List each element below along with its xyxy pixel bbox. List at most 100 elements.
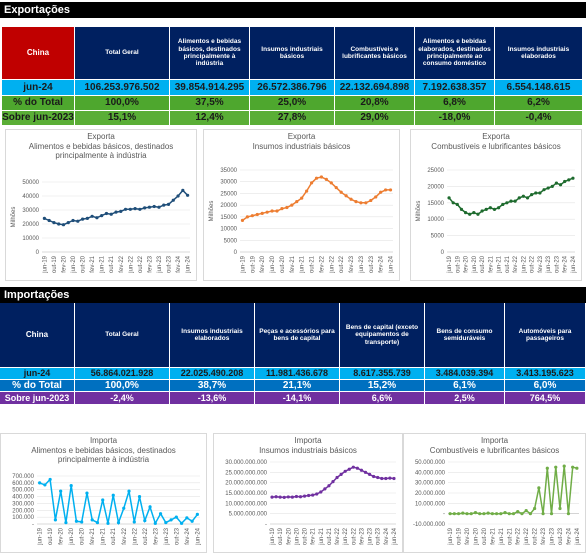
x-tick-label: fev-20	[286, 527, 292, 544]
marker	[270, 209, 274, 213]
marker	[380, 476, 384, 481]
marker	[364, 201, 368, 205]
marker	[157, 205, 161, 209]
marker	[298, 495, 303, 499]
chart-subtitle: Insumos industriais básicos	[259, 445, 357, 455]
marker	[95, 216, 99, 220]
marker	[152, 204, 156, 209]
x-tick-label: out-20	[482, 527, 488, 545]
marker	[480, 209, 484, 213]
x-tick-label: out-20	[303, 527, 309, 545]
marker	[274, 495, 278, 499]
y-tick-label: 15000	[427, 201, 444, 207]
line	[448, 177, 574, 216]
header-cell: Bens de consumo semiduráveis	[425, 303, 505, 368]
marker	[245, 215, 250, 219]
x-tick-label: out-21	[310, 255, 316, 273]
marker	[558, 506, 562, 511]
y-tick-label: 5000	[431, 234, 445, 240]
x-tick-label: out-19	[52, 255, 58, 273]
table-cell: 7.192.638.357	[415, 80, 495, 96]
marker	[575, 466, 579, 470]
marker	[448, 512, 452, 516]
marker	[550, 184, 554, 188]
header-cell: Peças e acessórios para bens de capital	[255, 303, 340, 368]
marker	[171, 198, 175, 202]
marker	[314, 176, 319, 180]
x-tick-label: fev-21	[290, 255, 296, 272]
marker	[374, 195, 378, 199]
marker	[260, 211, 264, 215]
table-cell: 106.253.976.502	[75, 80, 170, 96]
y-tick-label: 300.000	[12, 501, 34, 507]
marker	[319, 175, 324, 179]
table-cell: 6,1%	[425, 380, 505, 392]
x-tick-label: out-23	[554, 255, 560, 273]
marker	[530, 193, 534, 197]
x-tick-label: jun-24	[389, 255, 395, 273]
header-cell: Alimentos e bebidas elaborados, destinad…	[415, 27, 495, 80]
y-tick-label: 30000	[22, 208, 39, 214]
header-cell: Insumos industriais elaborados	[495, 27, 583, 80]
marker	[300, 196, 304, 200]
chart-header: Exporta Combustíveis e lubrificantes bási…	[411, 130, 581, 166]
chart-panel: Exporta Combustíveis e lubrificantes bási…	[410, 129, 582, 281]
marker	[295, 200, 299, 204]
x-tick-label: fev-20	[59, 527, 65, 544]
table-cell: 8.617.355.739	[340, 368, 425, 380]
header-cell: China	[0, 303, 75, 368]
chart-header: Importa Alimentos e bebidas básicos, dest…	[1, 434, 206, 472]
chart: - 5.000.000.000 10.000.000.000 15.000.000.0…	[225, 460, 398, 546]
marker	[166, 202, 171, 206]
marker	[484, 207, 488, 211]
chart: -100.000200.000300.000400.000500.000600.…	[12, 474, 201, 546]
marker	[116, 521, 121, 525]
marker	[186, 193, 190, 197]
marker	[280, 207, 284, 211]
x-tick-label: jun-19	[42, 255, 48, 273]
marker	[143, 206, 147, 210]
marker	[137, 494, 142, 499]
x-tick-label: fev-22	[516, 527, 522, 544]
y-tick-label: 10000	[22, 236, 39, 242]
x-tick-label: fev-23	[541, 527, 547, 544]
marker	[309, 181, 314, 185]
x-tick-label: out-20	[480, 255, 486, 273]
marker	[388, 188, 393, 192]
header-cell: Automóveis para passageiros	[505, 303, 586, 368]
marker	[537, 486, 541, 490]
marker	[109, 212, 113, 216]
marker	[369, 198, 373, 203]
marker	[128, 207, 132, 211]
y-tick-label: 20000	[22, 222, 39, 228]
marker	[525, 196, 530, 200]
marker	[331, 480, 335, 484]
table-cell: 27,8%	[250, 111, 335, 126]
marker	[347, 467, 351, 471]
marker	[90, 214, 94, 218]
x-tick-label: jun-22	[329, 255, 335, 273]
marker	[349, 197, 353, 201]
chart-subtitle: Alimentos e bebidas básicos, destinados …	[31, 445, 176, 465]
table-cell: 6,2%	[495, 96, 583, 111]
chart-title: Importa	[480, 436, 509, 445]
marker	[492, 207, 497, 211]
marker	[76, 219, 80, 223]
chart-title: Importa	[294, 436, 322, 445]
marker	[542, 188, 546, 192]
marker	[517, 196, 521, 200]
chart: Milhões 0 5000 10000 15000 20000 25000 30000 350…	[209, 168, 395, 274]
marker	[534, 191, 538, 195]
marker	[461, 511, 465, 515]
y-axis-label: Milhões	[11, 207, 17, 228]
chart-panel: Exporta Alimentos e bebidas básicos, dest…	[5, 129, 197, 281]
y-tick-label: 30.000.000	[415, 481, 446, 487]
marker	[95, 521, 100, 525]
table-cell: -0,4%	[495, 111, 583, 126]
marker	[148, 505, 152, 509]
marker	[111, 493, 115, 497]
marker	[101, 498, 105, 502]
marker	[69, 484, 73, 488]
y-tick-label: 50.000.000	[415, 460, 446, 466]
chart-header: Exporta Alimentos e bebidas básicos, dest…	[6, 130, 196, 178]
